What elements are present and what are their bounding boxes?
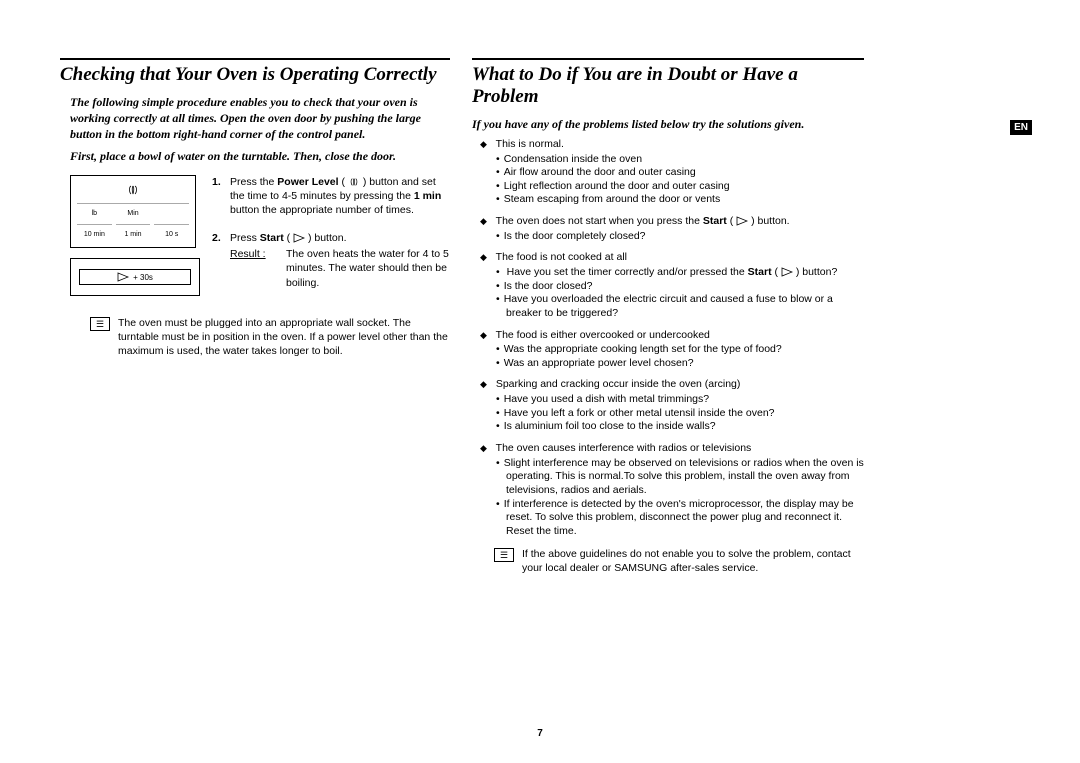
item: If interference is detected by the oven'…	[506, 498, 864, 539]
language-badge: EN	[1010, 120, 1032, 135]
troubleshoot-group: The food is not cooked at all Have you s…	[472, 251, 864, 320]
note-text: If the above guidelines do not enable yo…	[522, 547, 864, 575]
group-head: Sparking and cracking occur inside the o…	[496, 378, 741, 390]
power-icon	[348, 177, 360, 187]
panel-stack: lb 10 min Min 1 min	[60, 175, 200, 304]
item: Steam escaping from around the door or v…	[506, 193, 864, 207]
group-head: The oven does not start when you press t…	[496, 215, 790, 227]
item: Condensation inside the oven	[506, 153, 864, 167]
manual-page: EN Checking that Your Oven is Operating …	[0, 0, 1080, 763]
step-number: 2.	[212, 231, 230, 290]
item: Air flow around the door and outer casin…	[506, 166, 864, 180]
result-text: The oven heats the water for 4 to 5 minu…	[286, 247, 450, 290]
step-body: Press Start ( ) button. Result : The ove…	[230, 231, 450, 290]
right-note: ☰ If the above guidelines do not enable …	[494, 547, 864, 575]
section-rule	[472, 58, 864, 60]
left-note: ☰ The oven must be plugged into an appro…	[90, 316, 450, 359]
note-icon: ☰	[494, 548, 514, 562]
start-icon	[781, 267, 793, 277]
step-2: 2. Press Start ( ) button. Result : The …	[212, 231, 450, 290]
item: Is aluminium foil too close to the insid…	[506, 420, 864, 434]
control-panel-diagram-2: + 30s	[70, 258, 200, 296]
procedure-steps: 1. Press the Power Level ( ) button and …	[212, 175, 450, 304]
left-column: Checking that Your Oven is Operating Cor…	[60, 58, 450, 575]
item: Is the door completely closed?	[506, 230, 864, 244]
item: Have you left a fork or other metal uten…	[506, 407, 864, 421]
left-intro-1: The following simple procedure enables y…	[60, 94, 450, 143]
start-icon	[736, 216, 748, 226]
control-panel-diagram-1: lb 10 min Min 1 min	[70, 175, 196, 249]
item: Have you set the timer correctly and/or …	[506, 266, 864, 280]
right-intro: If you have any of the problems listed b…	[472, 116, 864, 132]
right-section-title: What to Do if You are in Doubt or Have a…	[472, 64, 864, 108]
troubleshoot-group: The food is either overcooked or underco…	[472, 329, 864, 371]
item: Have you overloaded the electric circuit…	[506, 293, 864, 320]
two-column-layout: Checking that Your Oven is Operating Cor…	[60, 58, 1032, 575]
step-1: 1. Press the Power Level ( ) button and …	[212, 175, 450, 218]
right-column: What to Do if You are in Doubt or Have a…	[472, 58, 864, 575]
panel-cell: lb 10 min	[77, 210, 112, 240]
group-head: The oven causes interference with radios…	[496, 442, 752, 454]
result-label: Result :	[230, 247, 286, 290]
start-30s-button: + 30s	[79, 269, 191, 285]
troubleshoot-group: The oven causes interference with radios…	[472, 442, 864, 538]
panel-time-row: lb 10 min Min 1 min	[77, 210, 189, 240]
item: Was an appropriate power level chosen?	[506, 357, 864, 371]
panel-cell: Min 1 min	[116, 210, 151, 240]
group-head: This is normal.	[496, 138, 564, 150]
panel-cell: 10 s	[154, 218, 189, 239]
left-intro-2: First, place a bowl of water on the turn…	[60, 148, 450, 164]
group-head: The food is either overcooked or underco…	[496, 329, 710, 341]
item: Is the door closed?	[506, 280, 864, 294]
group-head: The food is not cooked at all	[496, 251, 627, 263]
troubleshoot-list: This is normal. Condensation inside the …	[472, 138, 864, 539]
troubleshoot-group: The oven does not start when you press t…	[472, 215, 864, 243]
start-icon	[293, 233, 305, 243]
power-icon	[77, 184, 189, 197]
item: Light reflection around the door and out…	[506, 180, 864, 194]
troubleshoot-group: This is normal. Condensation inside the …	[472, 138, 864, 207]
note-icon: ☰	[90, 317, 110, 331]
item: Slight interference may be observed on t…	[506, 457, 864, 498]
page-number: 7	[537, 728, 543, 739]
left-section-title: Checking that Your Oven is Operating Cor…	[60, 64, 450, 86]
troubleshoot-group: Sparking and cracking occur inside the o…	[472, 378, 864, 434]
step-body: Press the Power Level ( ) button and set…	[230, 175, 450, 218]
step-number: 1.	[212, 175, 230, 218]
section-rule	[60, 58, 450, 60]
item: Have you used a dish with metal trimming…	[506, 393, 864, 407]
note-text: The oven must be plugged into an appropr…	[118, 316, 450, 359]
item: Was the appropriate cooking length set f…	[506, 343, 864, 357]
panel-and-steps: lb 10 min Min 1 min	[60, 175, 450, 304]
